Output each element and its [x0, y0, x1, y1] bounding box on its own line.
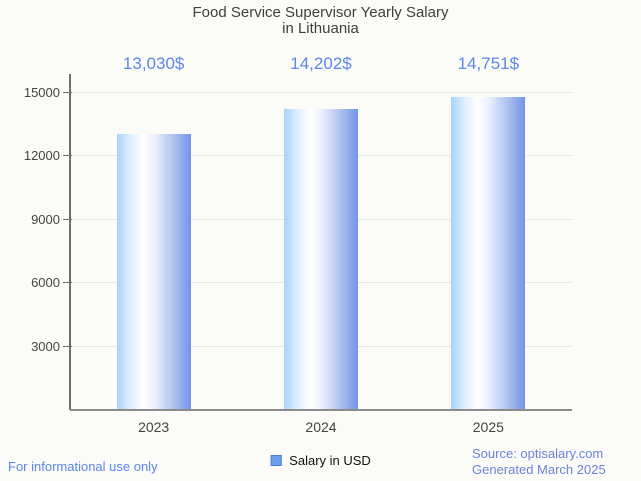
- chart-title-line2: in Lithuania: [282, 20, 359, 37]
- y-axis-tick-label: 3000: [31, 338, 60, 354]
- y-axis-tick-label: 15000: [23, 85, 60, 100]
- bar-value-label: 14,751$: [457, 54, 520, 73]
- gridline: [70, 92, 572, 93]
- generated-line: Generated March 2025: [472, 462, 606, 477]
- y-axis-tick: [63, 282, 72, 284]
- y-axis-tick: [63, 218, 72, 220]
- legend-label: Salary in USD: [289, 453, 371, 468]
- x-axis-category-label: 2023: [138, 419, 170, 435]
- x-axis-category-label: 2025: [472, 419, 504, 435]
- x-axis-baseline: [70, 409, 572, 411]
- bar-2025: [451, 97, 526, 409]
- y-axis-line: [69, 74, 71, 410]
- y-axis-tick-label: 9000: [31, 211, 60, 227]
- y-axis-tick: [63, 345, 72, 347]
- y-axis-tick-label: 12000: [23, 148, 60, 164]
- bar-value-label: 14,202$: [290, 54, 352, 73]
- legend: Salary in USD: [270, 453, 371, 468]
- source-attribution: Source: optisalary.com Generated March 2…: [472, 446, 606, 478]
- bar-2024: [284, 108, 358, 409]
- y-axis-tick-label: 6000: [31, 275, 60, 291]
- disclaimer-text: For informational use only: [8, 459, 158, 474]
- x-axis-category-label: 2024: [305, 419, 337, 435]
- y-axis-tick: [63, 92, 72, 93]
- chart-title: Food Service Supervisor Yearly Salary in…: [0, 5, 641, 37]
- y-axis-tick: [63, 155, 72, 157]
- source-line: Source: optisalary.com: [472, 446, 604, 461]
- bar-2023: [116, 133, 191, 409]
- chart-title-line1: Food Service Supervisor Yearly Salary: [192, 4, 449, 21]
- legend-swatch-icon: [270, 455, 282, 466]
- bar-value-label: 13,030$: [122, 54, 185, 73]
